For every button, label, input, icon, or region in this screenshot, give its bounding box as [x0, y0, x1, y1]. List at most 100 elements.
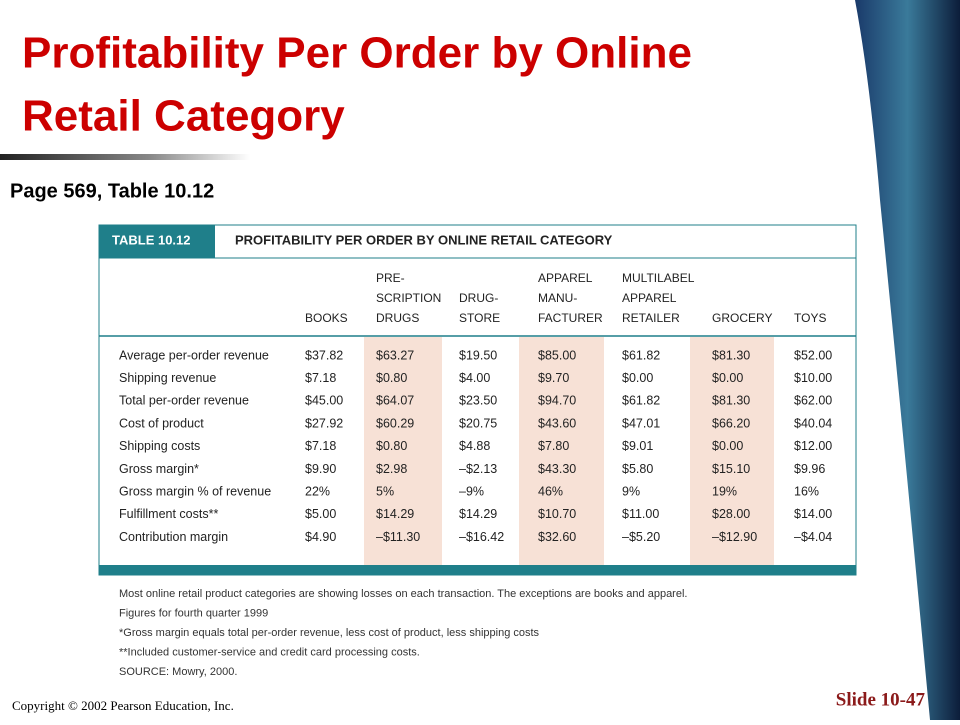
title: Profitability Per Order by Online — [22, 29, 692, 78]
cell: $40.04 — [794, 416, 832, 430]
cell: $64.07 — [376, 394, 414, 408]
cell: $0.00 — [622, 371, 653, 385]
cell: –9% — [459, 484, 484, 498]
cell: $94.70 — [538, 394, 576, 408]
cell: $5.00 — [305, 507, 336, 521]
cell: $0.00 — [712, 371, 743, 385]
column-header: APPAREL — [622, 291, 677, 305]
column-header: GROCERY — [712, 311, 772, 325]
cell: $10.70 — [538, 507, 576, 521]
cell: $81.30 — [712, 348, 750, 362]
column-header: PRE- — [376, 271, 405, 285]
cell: $11.00 — [622, 507, 659, 521]
column-header: RETAILER — [622, 311, 680, 325]
row-label: Average per-order revenue — [119, 348, 269, 362]
cell: $4.00 — [459, 371, 490, 385]
cell: $61.82 — [622, 348, 660, 362]
cell: 19% — [712, 484, 737, 498]
shade — [519, 337, 604, 565]
cell: $9.96 — [794, 462, 825, 476]
cell: $4.88 — [459, 439, 490, 453]
cell: $9.90 — [305, 462, 336, 476]
column-header: STORE — [459, 311, 500, 325]
table-label-bg — [99, 225, 215, 258]
note: Figures for fourth quarter 1999 — [119, 607, 268, 619]
row-label: Contribution margin — [119, 530, 228, 544]
cell: $61.82 — [622, 394, 660, 408]
cell: $60.29 — [376, 416, 414, 430]
cell: 9% — [622, 484, 640, 498]
cell: $62.00 — [794, 394, 832, 408]
cell: 46% — [538, 484, 563, 498]
cell: $12.00 — [794, 439, 832, 453]
row-label: Shipping costs — [119, 439, 200, 453]
cell: $81.30 — [712, 394, 750, 408]
column-header: DRUG- — [459, 291, 498, 305]
column-header: SCRIPTION — [376, 291, 441, 305]
cell: $2.98 — [376, 462, 407, 476]
cell: $14.29 — [376, 507, 414, 521]
title: Retail Category — [22, 92, 345, 141]
cell: 5% — [376, 484, 394, 498]
note: *Gross margin equals total per-order rev… — [119, 627, 540, 639]
subtitle: Page 569, Table 10.12 — [10, 180, 214, 202]
column-header: DRUGS — [376, 311, 419, 325]
cell: $19.50 — [459, 348, 497, 362]
table-foot-bar — [99, 565, 856, 575]
copyright: Copyright © 2002 Pearson Education, Inc. — [12, 698, 234, 713]
cell: $43.30 — [538, 462, 576, 476]
row-label: Gross margin* — [119, 462, 199, 476]
cell: $43.60 — [538, 416, 576, 430]
cell: $37.82 — [305, 348, 343, 362]
cell: $0.80 — [376, 371, 407, 385]
cell: $7.18 — [305, 371, 336, 385]
column-header: BOOKS — [305, 311, 348, 325]
cell: –$16.42 — [459, 530, 504, 544]
row-label: Total per-order revenue — [119, 394, 249, 408]
cell: $27.92 — [305, 416, 343, 430]
slide-number: Slide 10-47 — [836, 689, 926, 710]
cell: $20.75 — [459, 416, 497, 430]
cell: $9.70 — [538, 371, 569, 385]
cell: $0.80 — [376, 439, 407, 453]
cell: $7.18 — [305, 439, 336, 453]
note: **Included customer-service and credit c… — [119, 646, 420, 658]
column-header: MULTILABEL — [622, 271, 695, 285]
cell: $23.50 — [459, 394, 497, 408]
cell: $9.01 — [622, 439, 653, 453]
note: Most online retail product categories ar… — [119, 588, 687, 600]
cell: $66.20 — [712, 416, 750, 430]
row-label: Fulfillment costs** — [119, 507, 218, 521]
cell: $14.00 — [794, 507, 832, 521]
row-label: Gross margin % of revenue — [119, 484, 271, 498]
cell: $14.29 — [459, 507, 497, 521]
cell: $5.80 — [622, 462, 653, 476]
cell: $28.00 — [712, 507, 750, 521]
row-label: Cost of product — [119, 416, 204, 430]
column-header: TOYS — [794, 311, 826, 325]
cell: $45.00 — [305, 394, 343, 408]
column-header: APPAREL — [538, 271, 593, 285]
cell: –$4.04 — [794, 530, 832, 544]
cell: $10.00 — [794, 371, 832, 385]
row-label: Shipping revenue — [119, 371, 216, 385]
cell: 22% — [305, 484, 330, 498]
shade — [690, 337, 774, 565]
column-header: FACTURER — [538, 311, 603, 325]
shade — [364, 337, 442, 565]
decoration — [855, 0, 960, 720]
cell: $52.00 — [794, 348, 832, 362]
table-label: TABLE 10.12 — [112, 232, 191, 247]
cell: $85.00 — [538, 348, 576, 362]
cell: –$5.20 — [622, 530, 660, 544]
cell: $15.10 — [712, 462, 750, 476]
cell: $63.27 — [376, 348, 414, 362]
cell: 16% — [794, 484, 819, 498]
column-header: MANU- — [538, 291, 577, 305]
cell: $4.90 — [305, 530, 336, 544]
cell: $7.80 — [538, 439, 569, 453]
cell: –$2.13 — [459, 462, 497, 476]
cell: $32.60 — [538, 530, 576, 544]
cell: –$11.30 — [376, 530, 420, 544]
